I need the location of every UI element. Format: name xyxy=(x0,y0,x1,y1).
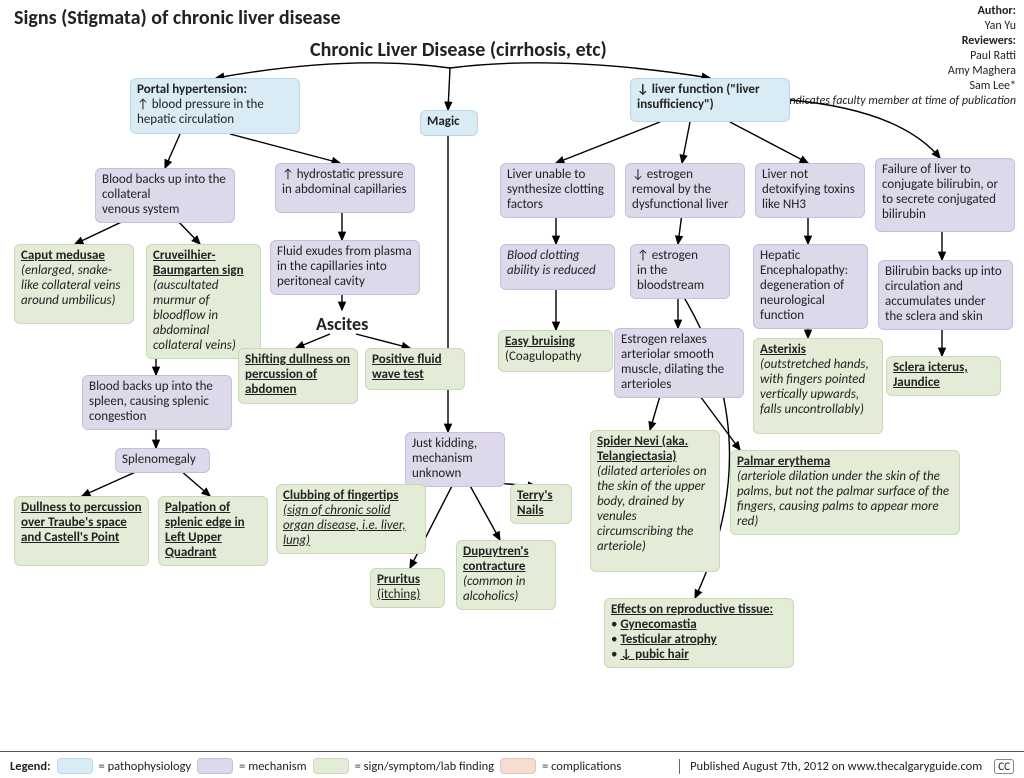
node-biliback: Bilirubin backs up into circulation and … xyxy=(878,260,1013,330)
node-fluidex: Fluid exudes from plasma in the capillar… xyxy=(270,240,420,295)
node-estup: ↑ estrogen in the bloodstream xyxy=(630,244,730,299)
node-estrelax: Estrogen relaxes arteriolar smooth muscl… xyxy=(614,328,744,398)
node-shifting: Shifting dullness on percussion of abdom… xyxy=(238,348,358,404)
node-bili: Failure of liver to conjugate bilirubin,… xyxy=(875,158,1015,232)
node-terry: Terry's Nails xyxy=(510,484,572,524)
legend-swatch-sign xyxy=(313,758,349,774)
node-cruv: Cruveilhier-Baumgarten sign(auscultated … xyxy=(146,244,261,359)
node-dupuy: Dupuytren's contracture(common in alcoho… xyxy=(456,540,556,610)
node-repro: Effects on reproductive tissue:• Gynecom… xyxy=(604,598,794,668)
node-hydro: ↑ hydrostatic pressure in abdominal capi… xyxy=(275,163,415,213)
credits-block: Author: Yan Yu Reviewers: Paul Ratti Amy… xyxy=(778,4,1016,109)
node-clot: Liver unable to synthesize clotting fact… xyxy=(500,163,615,218)
main-heading: Chronic Liver Disease (cirrhosis, etc) xyxy=(310,38,607,62)
node-estrem: ↓ estrogen removal by the dysfunctional … xyxy=(625,163,745,218)
node-bruising: Easy bruising(Coagulopathy xyxy=(498,330,613,372)
node-portal: Portal hypertension:↑ blood pressure in … xyxy=(130,78,300,134)
node-fluidwave: Positive fluid wave test xyxy=(365,348,465,390)
node-backup: Blood backs up into the collateral venou… xyxy=(95,168,235,223)
node-magic: Magic xyxy=(420,110,478,136)
node-spider: Spider Nevi (aka. Telangiectasia)(dilate… xyxy=(590,430,720,572)
node-caput: Caput medusae(enlarged, snake-like colla… xyxy=(14,244,134,324)
legend-swatch-mechanism xyxy=(197,758,233,774)
node-clubbing: Clubbing of fingertips(sign of chronic s… xyxy=(276,484,426,554)
node-ascites: Ascites xyxy=(310,310,390,339)
node-liverfn: ↓ liver function ("liver insufficiency") xyxy=(630,78,790,122)
node-asterixis: Asterixis(outstretched hands, with finge… xyxy=(753,338,883,434)
page-title: Signs (Stigmata) of chronic liver diseas… xyxy=(14,6,341,30)
node-pruritus: Pruritus(itching) xyxy=(370,568,445,608)
node-detox: Liver not detoxifying toxins like NH3 xyxy=(755,163,865,218)
legend-swatch-complications xyxy=(500,758,536,774)
node-hepenc: Hepatic Encephalopathy: degeneration of … xyxy=(753,244,868,329)
node-spleenback: Blood backs up into the spleen, causing … xyxy=(82,375,232,430)
node-jk: Just kidding, mechanism unknown xyxy=(405,432,505,487)
node-dullness: Dullness to percussion over Traube's spa… xyxy=(14,496,149,566)
node-palmar: Palmar erythema(arteriole dilation under… xyxy=(730,450,960,535)
node-clotreduce: Blood clotting ability is reduced xyxy=(500,244,615,290)
node-jaundice: Sclera icterus, Jaundice xyxy=(886,356,1001,396)
node-palpation: Palpation of splenic edge in Left Upper … xyxy=(158,496,268,566)
legend-swatch-pathophys xyxy=(57,758,93,774)
node-splenomeg: Splenomegaly xyxy=(115,448,210,473)
legend: Legend: = pathophysiology = mechanism = … xyxy=(0,751,1024,778)
